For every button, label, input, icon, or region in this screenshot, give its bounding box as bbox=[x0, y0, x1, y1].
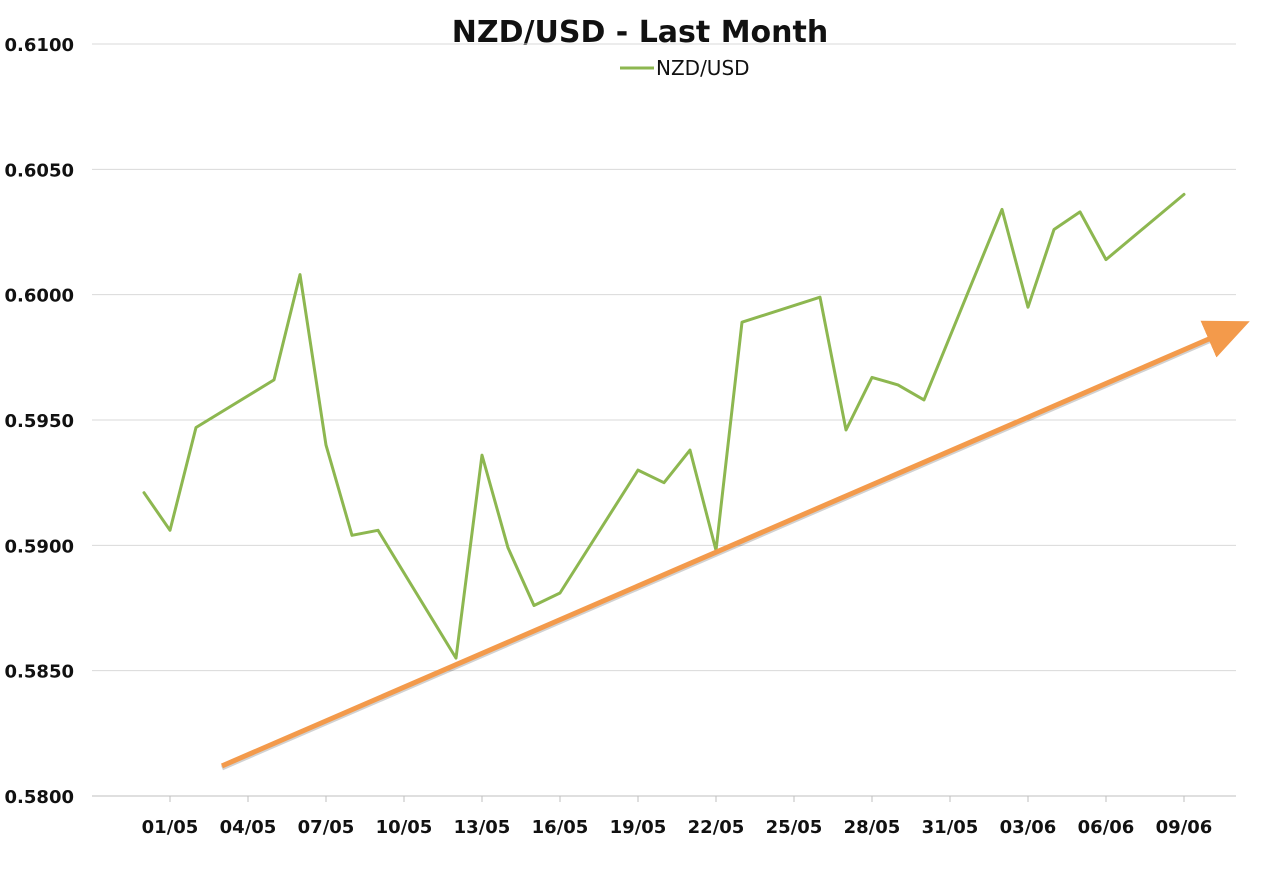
x-tick-label: 16/05 bbox=[532, 817, 589, 838]
series-layer bbox=[142, 192, 1186, 660]
x-tick-label: 01/05 bbox=[142, 817, 199, 838]
y-tick-label: 0.6050 bbox=[5, 160, 74, 181]
y-tick-label: 0.5850 bbox=[5, 662, 74, 683]
axes bbox=[92, 795, 1236, 802]
trend-layer bbox=[221, 320, 1250, 771]
x-tick-labels: 01/05 04/05 07/05 10/05 13/05 16/05 19/05 22/05… bbox=[142, 817, 1213, 838]
legend: NZD/USD bbox=[620, 56, 750, 80]
y-tick-label: 0.6100 bbox=[5, 35, 74, 56]
y-tick-labels: 0.5800 0.5850 0.5900 0.5950 0.6000 0.6050 0.61… bbox=[5, 35, 74, 808]
x-tick-label: 06/06 bbox=[1078, 817, 1135, 838]
x-tick-label: 07/05 bbox=[298, 817, 355, 838]
legend-label: NZD/USD bbox=[656, 56, 750, 80]
y-tick-label: 0.5950 bbox=[5, 411, 74, 432]
series-line-nzd-usd bbox=[142, 192, 1186, 660]
gridlines bbox=[92, 43, 1236, 672]
x-tick-label: 22/05 bbox=[688, 817, 745, 838]
x-tick-label: 09/06 bbox=[1156, 817, 1213, 838]
x-tick-label: 28/05 bbox=[844, 817, 901, 838]
y-tick-label: 0.5900 bbox=[5, 536, 74, 557]
x-tick-label: 10/05 bbox=[376, 817, 433, 838]
x-tick-label: 03/06 bbox=[1000, 817, 1057, 838]
x-tick-label: 19/05 bbox=[610, 817, 667, 838]
x-tick-label: 13/05 bbox=[454, 817, 511, 838]
y-tick-label: 0.5800 bbox=[5, 787, 74, 808]
x-tick-label: 25/05 bbox=[766, 817, 823, 838]
x-tick-label: 04/05 bbox=[220, 817, 277, 838]
chart-title: NZD/USD - Last Month bbox=[452, 15, 828, 50]
x-tick-label: 31/05 bbox=[922, 817, 979, 838]
trend-arrow bbox=[221, 320, 1250, 769]
y-tick-label: 0.6000 bbox=[5, 286, 74, 307]
